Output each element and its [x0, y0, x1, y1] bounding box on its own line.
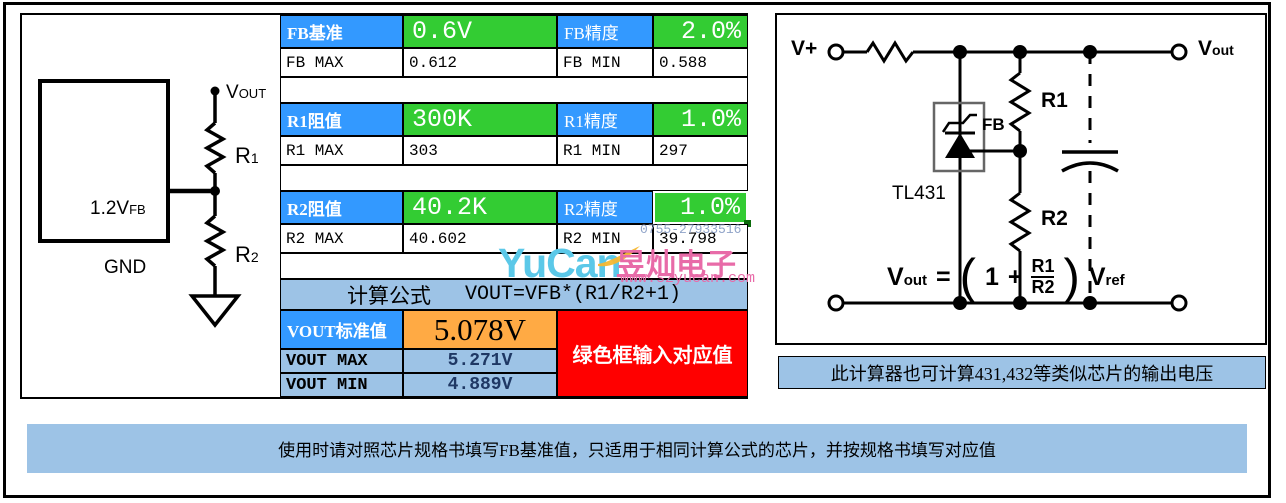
- chip-gnd-pin-label: GND: [104, 257, 147, 278]
- vout-terminal-text: V: [1198, 37, 1213, 60]
- formula-numerator: R1: [1031, 256, 1055, 276]
- formula-fraction: R1 R2: [1031, 256, 1055, 298]
- cell-r2-min-value: 39.798: [653, 224, 748, 253]
- bottom-banner: 使用时请对照芯片规格书填写FB基准值，只适用于相同计算公式的芯片，并按规格书填写…: [27, 424, 1247, 473]
- spacer-row-3: [280, 253, 748, 279]
- vout-terminal-sub: out: [1212, 42, 1234, 58]
- vplus-label: V+: [791, 37, 818, 60]
- cell-green-box-hint: 绿色框输入对应值: [557, 310, 748, 397]
- feedback-divider-circuit: [38, 79, 242, 328]
- chip-fb-pin-label: 1.2VFB: [90, 198, 146, 220]
- formula-vref-sub: ref: [1105, 271, 1125, 289]
- cell-fb-ref-label: FB基准: [280, 15, 403, 48]
- cell-r1-max-value: 303: [403, 136, 557, 165]
- cell-r2-res-label: R2阻值: [280, 191, 403, 224]
- formula-denominator: R2: [1031, 276, 1055, 298]
- right-note-bar: 此计算器也可计算431,432等类似芯片的输出电压: [778, 356, 1266, 389]
- vout-label-text: V: [226, 82, 239, 103]
- fb-node-label: FB: [982, 115, 1005, 134]
- cell-r1-min-value: 297: [653, 136, 748, 165]
- vout-label: VOUT: [226, 82, 266, 104]
- cell-vout-std-value: 5.078V: [403, 310, 557, 349]
- cell-fb-min-label: FB MIN: [557, 48, 653, 77]
- formula-vref-v: V: [1088, 262, 1106, 291]
- cell-r2-acc-label: R2精度: [557, 191, 653, 224]
- r1-label-sub: 1: [250, 150, 259, 166]
- r2-label: R2: [235, 242, 259, 268]
- cell-vout-min-label: VOUT MIN: [280, 373, 403, 397]
- cell-vout-max-value: 5.271V: [403, 349, 557, 373]
- formula-paren-open: (: [959, 250, 976, 305]
- cell-r2-res-value[interactable]: 40.2K: [403, 191, 557, 224]
- r1-label: R1: [235, 143, 259, 169]
- cell-r2-min-label: R2 MIN: [557, 224, 653, 253]
- cell-r1-res-label: R1阻值: [280, 103, 403, 136]
- cell-fb-max-value: 0.612: [403, 48, 557, 77]
- formula-vref-term: Vref: [1089, 263, 1125, 292]
- calculator-table: FB基准 0.6V FB精度 2.0% FB MAX 0.612 FB MIN …: [280, 15, 751, 397]
- formula-title: 计算公式: [346, 283, 431, 308]
- cell-r2-max-value: 40.602: [403, 224, 557, 253]
- r2-label-sub: 2: [250, 249, 259, 265]
- cell-r1-acc-label: R1精度: [557, 103, 653, 136]
- r2-label-text: R: [235, 242, 251, 267]
- vout-terminal-label: Vout: [1198, 37, 1234, 61]
- cell-vout-min-value: 4.889V: [403, 373, 557, 397]
- formula-row: 计算公式 VOUT=VFB*(R1/R2+1): [280, 279, 748, 310]
- formula-equals: =: [936, 262, 951, 291]
- chip-fb-value: 1.2V: [90, 198, 130, 219]
- cell-r1-min-label: R1 MIN: [557, 136, 653, 165]
- r2-right-label: R2: [1041, 207, 1068, 230]
- cell-fb-acc-label: FB精度: [557, 15, 653, 48]
- formula-vout-v: V: [887, 262, 904, 291]
- formula-one: 1: [984, 262, 999, 291]
- cell-fb-min-value: 0.588: [653, 48, 748, 77]
- vout-formula: Vout = ( 1 + R1 R2 ) Vref: [887, 250, 1125, 305]
- cell-fb-acc-value[interactable]: 2.0%: [653, 15, 748, 48]
- r1-right-label: R1: [1041, 89, 1068, 112]
- formula-vout-sub: out: [903, 271, 928, 289]
- tl431-circuit: [827, 40, 1188, 312]
- chip-fb-sub: FB: [129, 202, 146, 217]
- cell-r2-max-label: R2 MAX: [280, 224, 403, 253]
- formula-vout-term: Vout: [887, 263, 927, 292]
- formula-plus: +: [1007, 262, 1023, 291]
- cell-r1-res-value[interactable]: 300K: [403, 103, 557, 136]
- r1-label-text: R: [235, 143, 251, 168]
- formula-expression: VOUT=VFB*(R1/R2+1): [464, 283, 682, 306]
- cell-fb-max-label: FB MAX: [280, 48, 403, 77]
- cell-r2-acc-value[interactable]: 1.0%: [653, 191, 748, 224]
- formula-paren-close: ): [1063, 250, 1080, 305]
- vout-label-sub: OUT: [238, 86, 267, 101]
- cell-fb-ref-value[interactable]: 0.6V: [403, 15, 557, 48]
- cell-vout-std-label: VOUT标准值: [280, 310, 403, 349]
- spacer-row-1: [280, 77, 748, 103]
- tl431-device-label: TL431: [892, 183, 946, 204]
- cell-r1-max-label: R1 MAX: [280, 136, 403, 165]
- spacer-row-2: [280, 165, 748, 191]
- cell-vout-max-label: VOUT MAX: [280, 349, 403, 373]
- cell-selection-handle[interactable]: [744, 220, 751, 227]
- cell-r1-acc-value[interactable]: 1.0%: [653, 103, 748, 136]
- right-panel: V+ Vout R1 R2 FB TL431 Vout = ( 1 + R1 R…: [775, 13, 1267, 345]
